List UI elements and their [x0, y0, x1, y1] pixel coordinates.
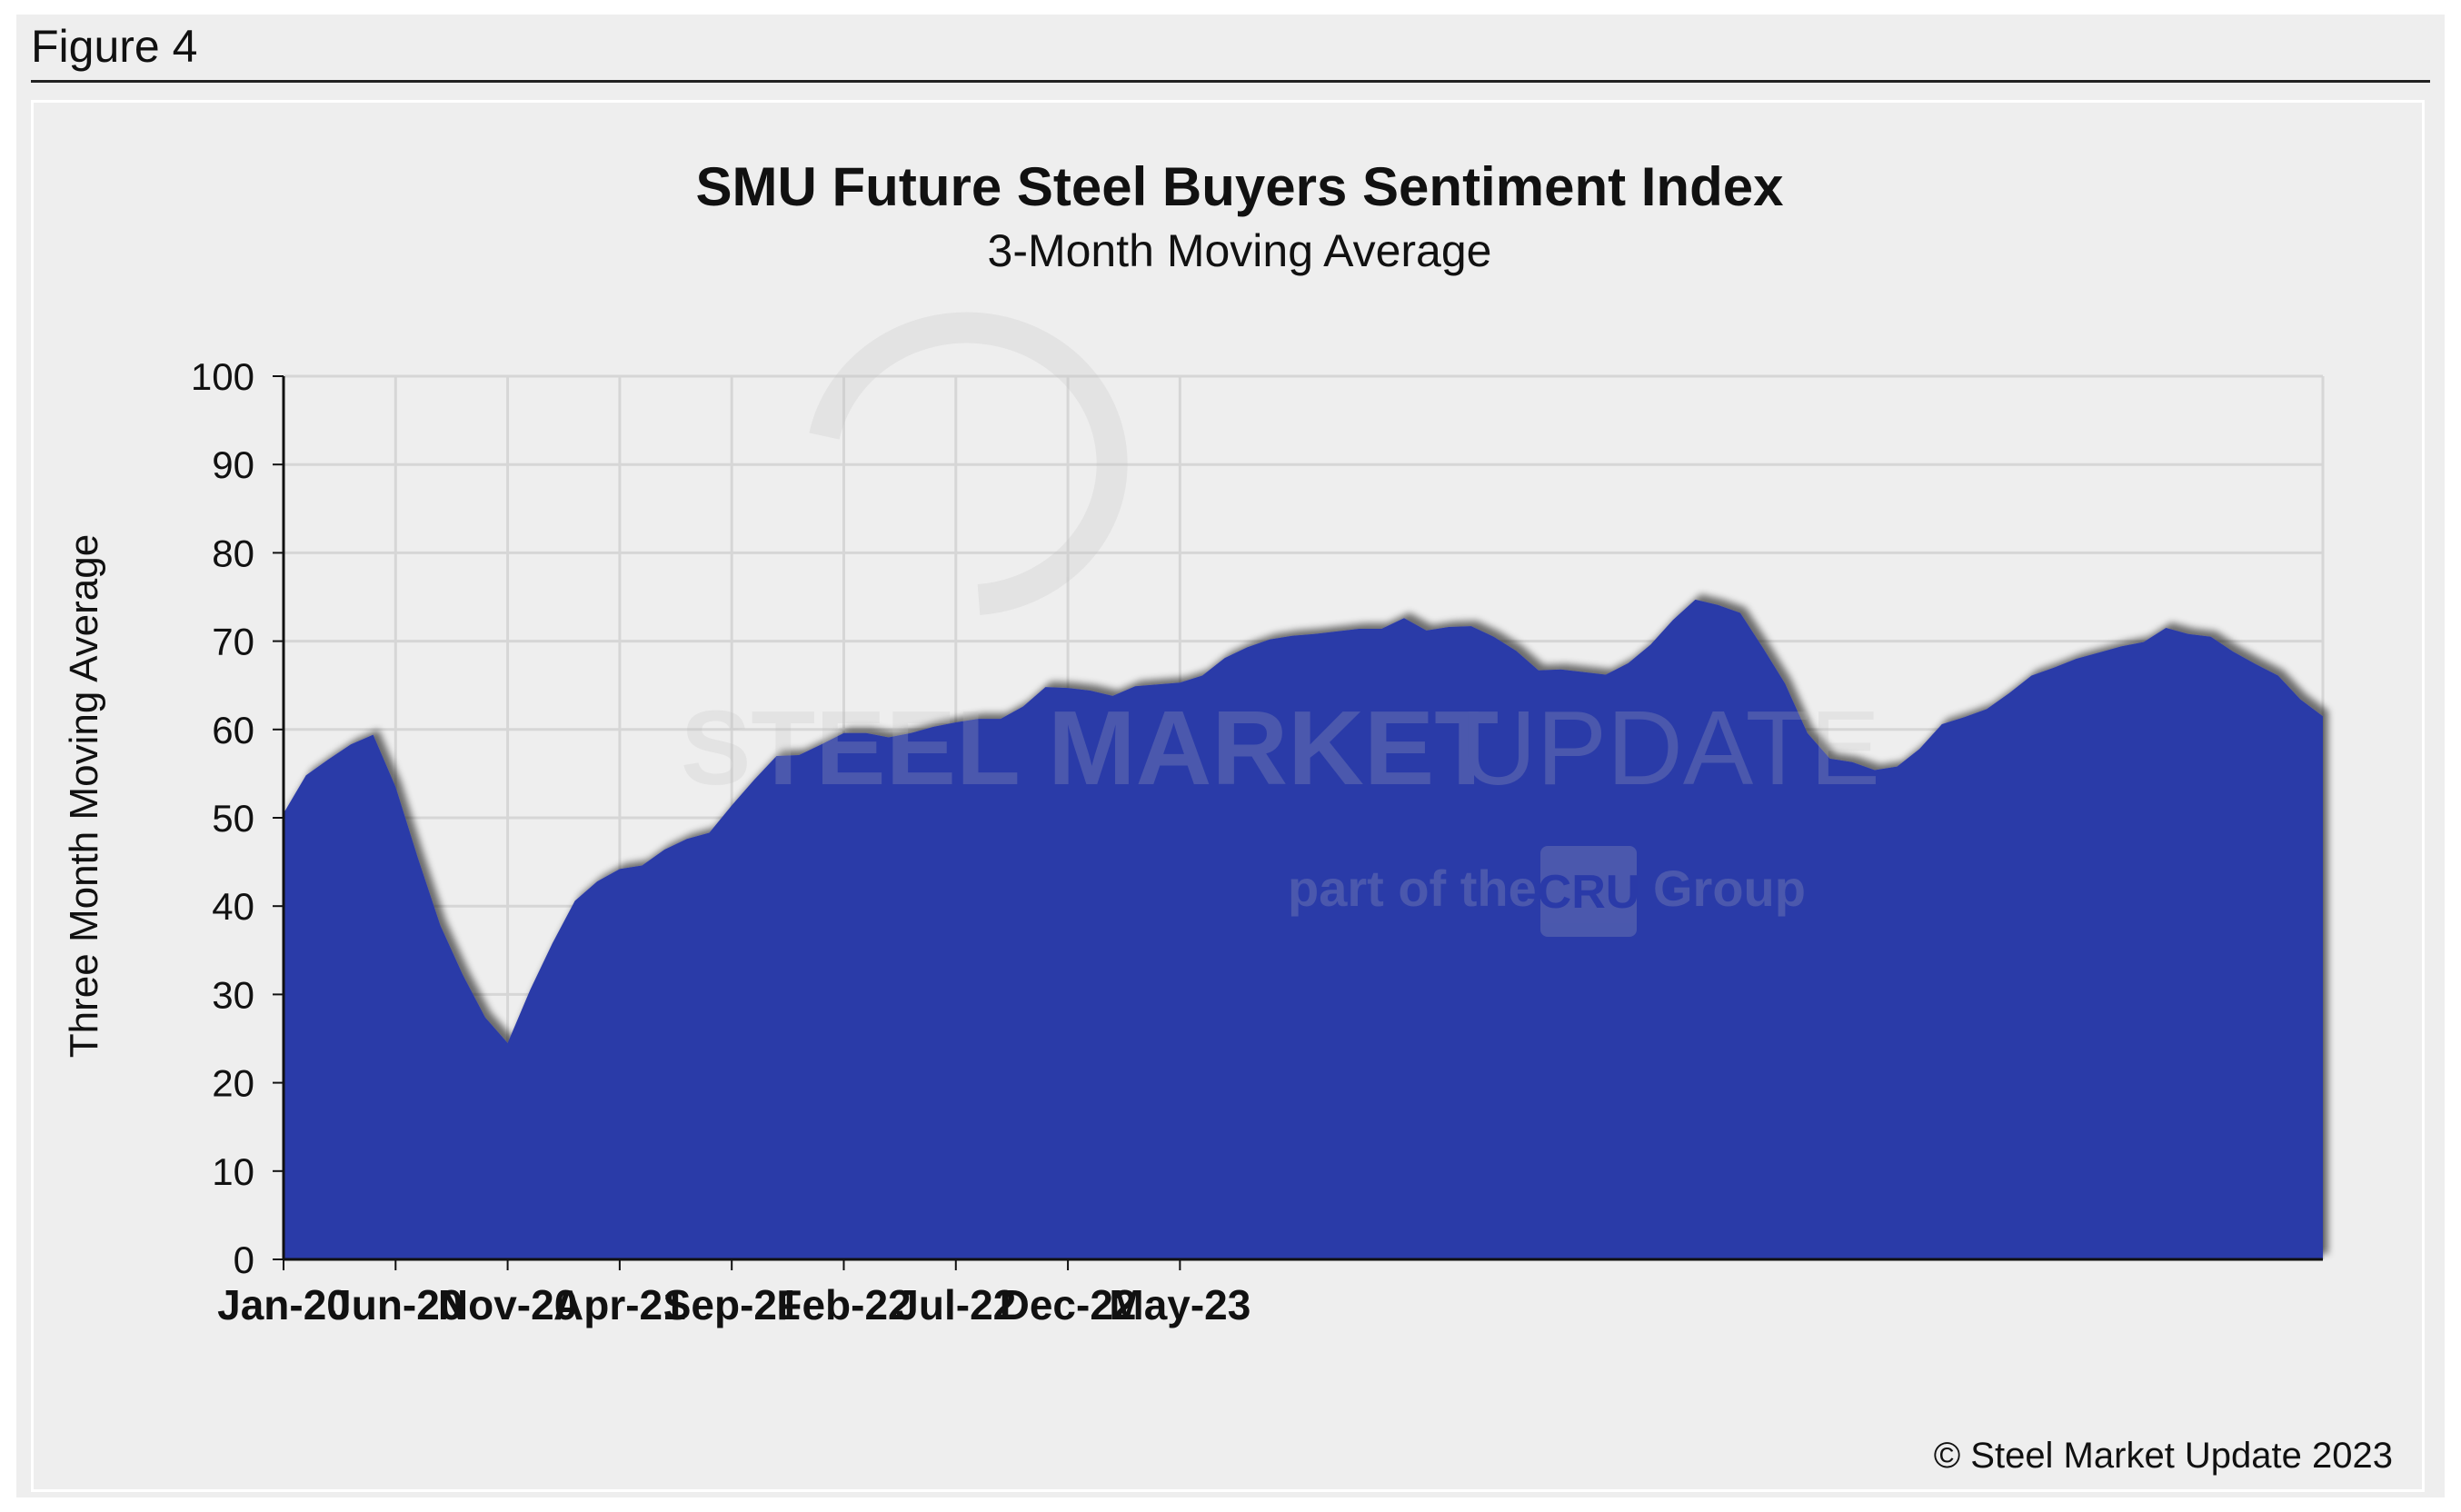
- area-series: [284, 599, 2323, 1259]
- y-tick-label-50: 50: [212, 797, 254, 840]
- y-tick-label-80: 80: [212, 532, 254, 574]
- chart-title: SMU Future Steel Buyers Sentiment Index: [696, 156, 1784, 217]
- y-tick-label-100: 100: [191, 355, 254, 398]
- y-tick-label-60: 60: [212, 709, 254, 751]
- y-tick-label-90: 90: [212, 443, 254, 486]
- figure-divider: [31, 80, 2430, 83]
- watermark-cru-logo-icon: [1540, 846, 1637, 937]
- x-tick-label-Jan-20: Jan-20: [217, 1281, 350, 1328]
- x-tick-label-Nov-20: Nov-20: [438, 1281, 577, 1328]
- area-series-fill: [284, 599, 2323, 1259]
- y-tick-label-0: 0: [234, 1238, 254, 1281]
- y-tick-labels: 0 10 20 30 40 50 60 70 80 90 100: [191, 355, 254, 1281]
- y-tick-label-70: 70: [212, 621, 254, 663]
- copyright-notice: © Steel Market Update 2023: [1933, 1436, 2393, 1476]
- chart-subtitle: 3-Month Moving Average: [988, 225, 1492, 276]
- x-tick-label-Jun-20: Jun-20: [328, 1281, 463, 1328]
- y-tick-label-40: 40: [212, 885, 254, 928]
- x-tick-label-Apr-21: Apr-21: [553, 1281, 686, 1328]
- watermark-swoosh-icon: [809, 312, 1128, 615]
- axes: [273, 375, 2323, 1270]
- x-tick-labels: Jan-20Jun-20Nov-20Apr-21Sep-21Feb-22Jul-…: [217, 1281, 1250, 1328]
- y-axis-label: Three Month Moving Average: [62, 534, 106, 1058]
- watermark-sub-prefix: part of the: [1288, 860, 1537, 917]
- watermark-brand-light: UPDATE: [1460, 689, 1880, 807]
- chart: SMU Future Steel Buyers Sentiment Index …: [62, 156, 2325, 1328]
- y-tick-label-30: 30: [212, 973, 254, 1016]
- y-tick-label-20: 20: [212, 1062, 254, 1105]
- watermark-sub-suffix: Group: [1653, 860, 1806, 917]
- x-tick-label-Feb-22: Feb-22: [776, 1281, 911, 1328]
- watermark-brand-bold: STEEL MARKET: [681, 689, 1499, 807]
- watermark: STEEL MARKET UPDATE part of the CRU Grou…: [681, 312, 1880, 937]
- figure-panel: Figure 4 SMU Future Steel Buyers Sentime…: [16, 15, 2445, 1497]
- x-tick-label-Dec-22: Dec-22: [1000, 1281, 1137, 1328]
- x-tick-label-May-23: May-23: [1109, 1281, 1250, 1328]
- watermark-sub-logo: CRU: [1538, 866, 1640, 919]
- chart-frame: SMU Future Steel Buyers Sentiment Index …: [31, 100, 2425, 1492]
- y-tick-label-10: 10: [212, 1150, 254, 1193]
- figure-label: Figure 4: [31, 21, 198, 72]
- x-tick-label-Jul-22: Jul-22: [895, 1281, 1016, 1328]
- x-tick-label-Sep-21: Sep-21: [663, 1281, 801, 1328]
